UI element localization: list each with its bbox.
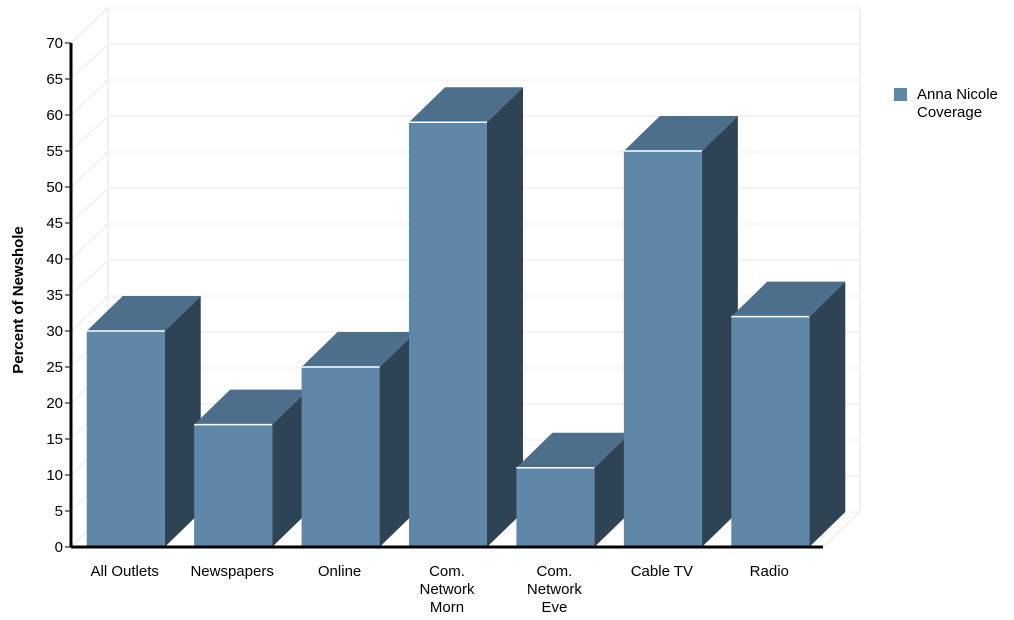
bar-series: [86, 87, 846, 547]
bar-top: [86, 296, 201, 331]
y-tick-label: 15: [46, 431, 63, 448]
gridline: [70, 295, 860, 332]
gridline: [70, 7, 860, 44]
y-tick-label: 60: [46, 107, 63, 124]
bar-front: [86, 331, 165, 547]
x-tick-label-line: Cable TV: [631, 563, 693, 580]
y-tick-label: 35: [46, 287, 63, 304]
y-axis-ticks: 0 5 10 15 20 25 30 35 40 45 50 55 60 65 70: [46, 35, 71, 556]
bar-top: [623, 116, 738, 151]
x-tick-label-line: Network: [419, 581, 475, 598]
gridline: [70, 187, 860, 224]
x-axis-ticks: All Outlets Newspapers Online Com. Network Mo…: [91, 563, 789, 616]
x-tick-label-line: Network: [527, 581, 583, 598]
bar-side: [272, 389, 309, 547]
y-tick-label: 40: [46, 251, 63, 268]
bar: [623, 116, 738, 547]
gridline: [70, 115, 860, 152]
x-tick-label-line: All Outlets: [91, 563, 159, 580]
bar: [409, 87, 523, 547]
bar: [301, 332, 416, 547]
x-tick-label: Online: [318, 563, 361, 580]
x-tick-label: Cable TV: [631, 563, 693, 580]
gridline: [70, 223, 860, 260]
y-tick-label: 45: [46, 215, 63, 232]
bar-front: [731, 316, 810, 547]
gridline: [70, 43, 860, 80]
x-tick-label-line: Com.: [429, 563, 465, 580]
gridline: [70, 259, 860, 296]
x-tick-label-line: Eve: [541, 599, 567, 616]
bar-side: [809, 281, 846, 547]
y-tick-label: 50: [46, 179, 63, 196]
bar-top: [731, 281, 846, 317]
legend-label: Anna Nicole Coverage: [917, 86, 1002, 121]
x-tick-label-line: Radio: [750, 563, 789, 580]
y-tick-label: 65: [46, 71, 63, 88]
legend-line-1: Anna Nicole: [917, 86, 998, 103]
legend-line-2: Coverage: [917, 104, 982, 121]
bar-top: [516, 432, 631, 468]
y-tick-label: 0: [55, 539, 63, 556]
x-tick-label: Com. Network Morn: [419, 563, 475, 616]
legend: Anna Nicole Coverage: [894, 86, 1002, 121]
bar-side: [594, 432, 631, 547]
bar-side: [701, 116, 738, 547]
bar-top: [409, 87, 523, 123]
x-tick-label: All Outlets: [91, 563, 159, 580]
bar: [194, 389, 309, 547]
bar: [731, 281, 846, 547]
bar-front: [623, 151, 702, 547]
bar-side: [164, 296, 201, 547]
y-tick-label: 5: [55, 503, 63, 520]
y-tick-label: 55: [46, 143, 63, 160]
bar-side: [379, 332, 416, 547]
x-tick-label: Newspapers: [190, 563, 273, 580]
bar-front: [409, 122, 487, 547]
x-tick-label-line: Newspapers: [190, 563, 273, 580]
bar-front: [194, 424, 273, 547]
y-tick-label: 70: [46, 35, 63, 52]
x-tick-label-line: Online: [318, 563, 361, 580]
x-tick-label: Com. Network Eve: [527, 563, 583, 616]
bar: [516, 432, 631, 547]
bar-top: [194, 389, 309, 425]
gridline: [70, 79, 860, 116]
x-tick-label-line: Morn: [430, 599, 464, 616]
bar-front: [516, 467, 595, 547]
bar-side: [487, 87, 523, 547]
bar-top: [301, 332, 416, 367]
bar: [86, 296, 201, 547]
y-tick-label: 20: [46, 395, 63, 412]
y-tick-label: 30: [46, 323, 63, 340]
x-tick-label-line: Com.: [537, 563, 573, 580]
legend-swatch: [894, 88, 907, 101]
y-tick-label: 25: [46, 359, 63, 376]
y-axis-label: Percent of Newshole: [10, 226, 27, 374]
x-tick-label: Radio: [750, 563, 789, 580]
gridline: [70, 151, 860, 188]
y-tick-label: 10: [46, 467, 63, 484]
bar-front: [301, 367, 380, 547]
